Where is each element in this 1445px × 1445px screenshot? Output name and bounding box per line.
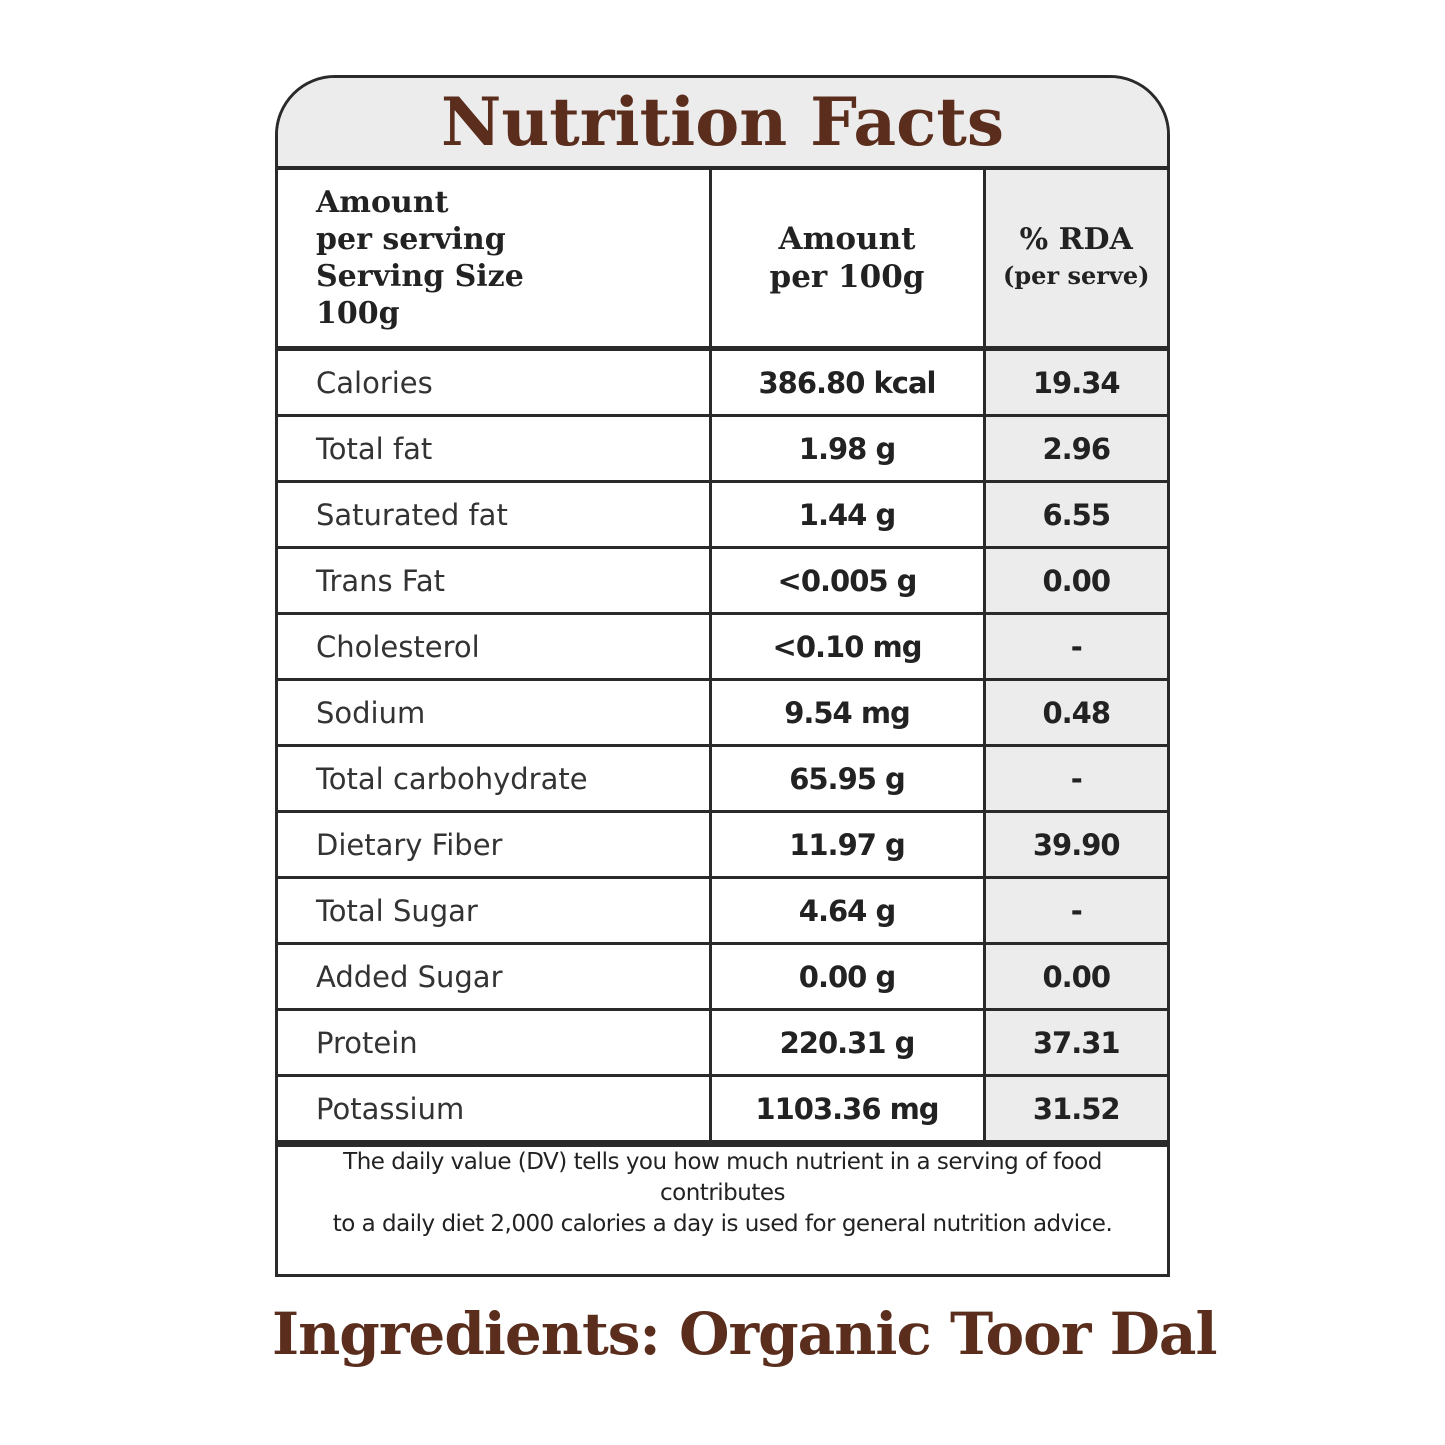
nutrient-rda: 0.00: [982, 546, 1167, 615]
header-col1-line: 100g: [316, 296, 400, 331]
header-col1-line: Serving Size: [316, 259, 524, 294]
footnote: The daily value (DV) tells you how much …: [278, 1143, 1167, 1239]
table-row: Sodium 9.54 mg 0.48: [278, 678, 1167, 747]
nutrient-rda: -: [982, 876, 1167, 945]
header-rda-sub: (per serve): [1003, 261, 1150, 290]
nutrient-rda: 39.90: [982, 810, 1167, 879]
table-row: Protein 220.31 g 37.31: [278, 1008, 1167, 1077]
nutrient-name: Cholesterol: [278, 612, 712, 681]
table-row: Total carbohydrate 65.95 g-: [278, 744, 1167, 813]
header-col2-line: Amount: [778, 221, 916, 257]
header-col1-line: per serving: [316, 222, 506, 257]
nutrient-amount: 1103.36 mg: [708, 1074, 986, 1143]
table-row: Saturated fat 1.44 g 6.55: [278, 480, 1167, 549]
table-header-row: Amount per serving Serving Size 100g Amo…: [278, 170, 1167, 351]
nutrient-rda: 31.52: [982, 1074, 1167, 1143]
header-col2-line: per 100g: [769, 259, 925, 295]
nutrient-amount: <0.005 g: [708, 546, 986, 615]
nutrient-amount: 0.00 g: [708, 942, 986, 1011]
table-row: Calories 386.80 kcal 19.34: [278, 348, 1167, 417]
nutrient-rda: 37.31: [982, 1008, 1167, 1077]
nutrient-amount: 9.54 mg: [708, 678, 986, 747]
nutrient-amount: 11.97 g: [708, 810, 986, 879]
table-row: Potassium 1103.36 mg 31.52: [278, 1074, 1167, 1143]
table-row: Total Sugar 4.64 g-: [278, 876, 1167, 945]
table-row: Cholesterol <0.10 mg -: [278, 612, 1167, 681]
nutrient-amount: <0.10 mg: [708, 612, 986, 681]
page-title: Nutrition Facts: [440, 83, 1005, 161]
nutrient-name: Calories: [278, 348, 712, 417]
nutrition-table: Amount per serving Serving Size 100g Amo…: [278, 170, 1167, 1143]
nutrient-rda: 0.00: [982, 942, 1167, 1011]
header-rda: % RDA (per serve): [982, 170, 1167, 351]
nutrient-name: Saturated fat: [278, 480, 712, 549]
header-amount-per-serving: Amount per serving Serving Size 100g: [278, 170, 712, 351]
nutrient-name: Total Sugar: [278, 876, 712, 945]
ingredients-text: Ingredients: Organic Toor Dal: [272, 1300, 1217, 1368]
nutrient-amount: 386.80 kcal: [708, 348, 986, 417]
nutrient-amount: 1.44 g: [708, 480, 986, 549]
nutrient-name: Potassium: [278, 1074, 712, 1143]
table-row: Dietary Fiber 11.97 g 39.90: [278, 810, 1167, 879]
table-row: Added Sugar 0.00 g 0.00: [278, 942, 1167, 1011]
footnote-line: to a daily diet 2,000 calories a day is …: [332, 1210, 1113, 1237]
nutrient-name: Sodium: [278, 678, 712, 747]
nutrition-facts-panel: Nutrition Facts Amount per serving Servi…: [275, 75, 1170, 1277]
nutrient-name: Total fat: [278, 414, 712, 483]
nutrient-name: Dietary Fiber: [278, 810, 712, 879]
nutrient-amount: 4.64 g: [708, 876, 986, 945]
nutrient-amount: 65.95 g: [708, 744, 986, 813]
header-amount-per-100g: Amount per 100g: [708, 170, 986, 351]
nutrient-rda: -: [982, 744, 1167, 813]
nutrient-name: Trans Fat: [278, 546, 712, 615]
nutrient-rda: 6.55: [982, 480, 1167, 549]
title-bar: Nutrition Facts: [278, 78, 1167, 170]
nutrient-name: Protein: [278, 1008, 712, 1077]
nutrient-name: Total carbohydrate: [278, 744, 712, 813]
footnote-line: The daily value (DV) tells you how much …: [343, 1148, 1102, 1206]
nutrient-amount: 1.98 g: [708, 414, 986, 483]
nutrient-rda: 19.34: [982, 348, 1167, 417]
nutrient-rda: 0.48: [982, 678, 1167, 747]
nutrient-rda: -: [982, 612, 1167, 681]
nutrient-rda: 2.96: [982, 414, 1167, 483]
nutrient-amount: 220.31 g: [708, 1008, 986, 1077]
nutrient-name: Added Sugar: [278, 942, 712, 1011]
table-row: Total fat 1.98 g 2.96: [278, 414, 1167, 483]
table-row: Trans Fat <0.005 g 0.00: [278, 546, 1167, 615]
header-rda-main: % RDA: [1019, 222, 1133, 257]
header-col1-line: Amount: [316, 185, 449, 220]
